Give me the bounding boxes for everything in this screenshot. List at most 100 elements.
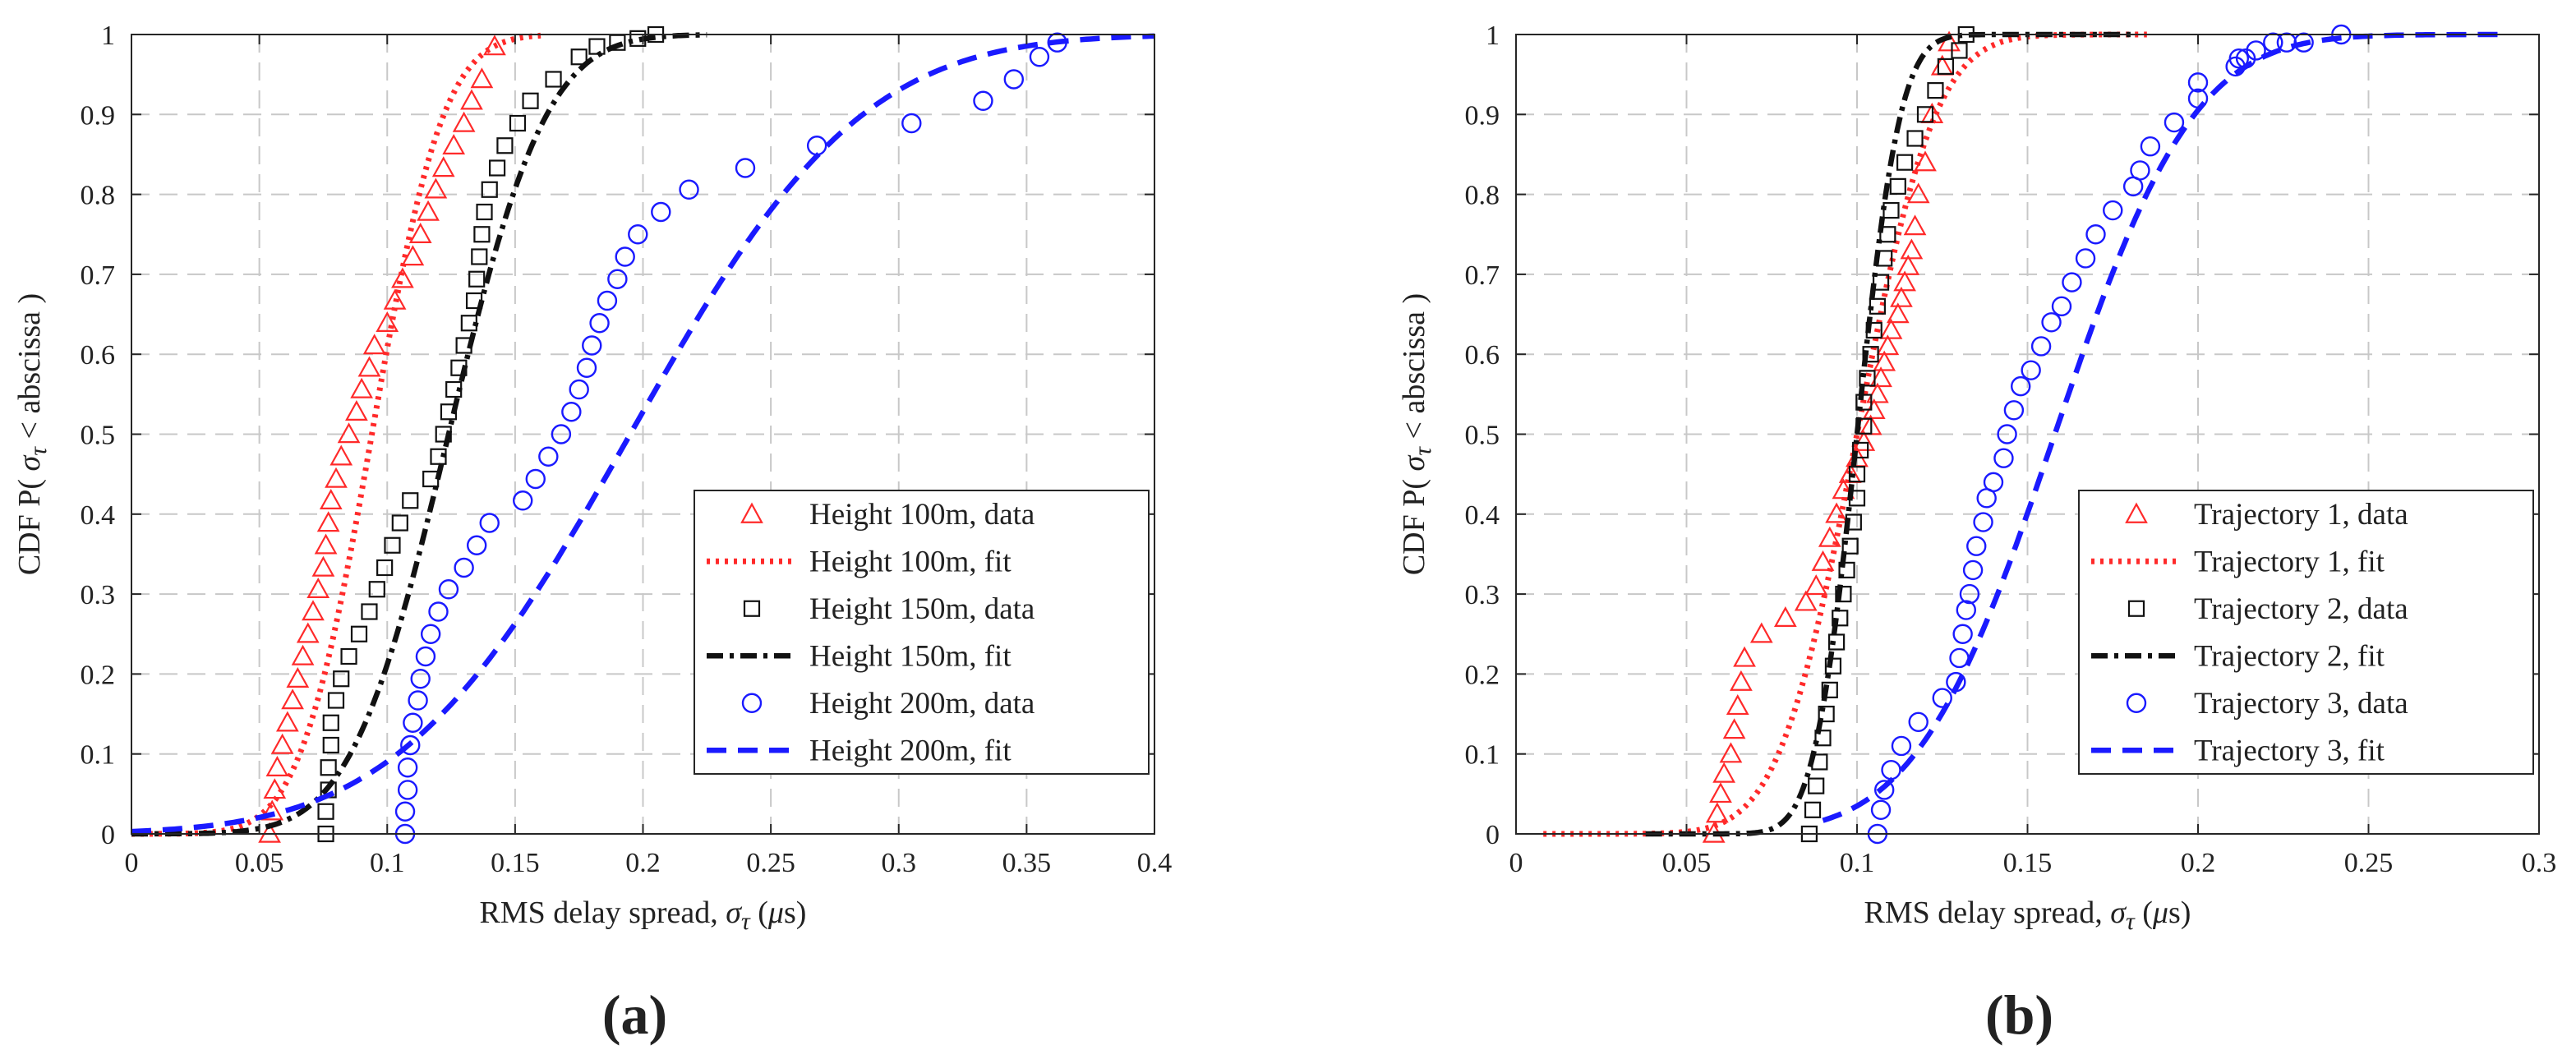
data-point-height-100m-data [483, 35, 506, 56]
data-point-trajectory-2-data [1916, 106, 1934, 123]
data-point-trajectory-2-data [1832, 610, 1849, 627]
data-point-height-200m-data [400, 734, 421, 756]
x-axis-title-part: τ [741, 908, 751, 935]
data-point-height-200m-data [551, 424, 572, 444]
data-point-trajectory-3-data [2130, 160, 2150, 181]
data-point-height-200m-data [415, 646, 436, 667]
x-tick-label: 0.25 [746, 848, 795, 878]
data-point-trajectory-3-data [1993, 448, 2014, 468]
data-point-trajectory-2-data [1852, 441, 1869, 459]
legend-label: Trajectory 2, data [2194, 592, 2408, 626]
data-point-height-200m-data [607, 269, 628, 289]
data-point-height-100m-data [417, 200, 440, 221]
data-point-height-200m-data [397, 757, 418, 778]
y-axis-title-part: CDF P( [12, 471, 47, 575]
data-point-trajectory-2-data [1818, 705, 1835, 723]
legend-label: Trajectory 3, fit [2194, 734, 2385, 767]
data-point-trajectory-3-data [2140, 136, 2161, 157]
y-tick-label: 0 [101, 820, 115, 850]
data-point-height-200m-data [561, 402, 582, 422]
x-axis-title-part: s) [2168, 896, 2191, 930]
y-tick-label: 0.5 [81, 421, 116, 451]
data-point-height-150m-data [522, 92, 539, 109]
x-axis-title-part: τ [2126, 908, 2136, 935]
legend-swatch-triangle [2125, 502, 2148, 523]
data-point-trajectory-3-data [1973, 512, 1993, 532]
legend-box [694, 490, 1150, 775]
legend-label: Height 150m, fit [809, 639, 1012, 673]
data-point-height-100m-data [319, 488, 343, 509]
data-point-height-150m-data [333, 670, 350, 688]
y-axis-title-part: τ [25, 446, 52, 456]
data-point-height-200m-data [735, 158, 756, 178]
data-point-trajectory-2-data [1804, 801, 1822, 818]
data-point-height-150m-data [468, 270, 486, 288]
x-axis-title-part: s) [784, 896, 806, 930]
y-axis-title-part: abscissa ) [1397, 293, 1431, 421]
y-axis-a: 0 0.1 0.2 0.3 0.4 0.5 0.6 0.7 0.8 0.9 1 [81, 21, 1154, 850]
x-axis-title-part: ( [2135, 896, 2153, 930]
data-point-height-150m-data [327, 692, 345, 709]
data-point-height-100m-data [442, 133, 466, 154]
fit-line-height-150m-fit [131, 32, 707, 837]
data-point-height-200m-data [651, 201, 671, 223]
data-point-height-100m-data [286, 666, 310, 688]
data-point-trajectory-3-data [1962, 559, 1984, 581]
y-tick-label: 0.8 [81, 181, 116, 211]
data-point-height-200m-data [466, 535, 487, 555]
x-axis-title-part: ( [750, 896, 768, 930]
legend-b: Trajectory 1, data Trajectory 1, fit Traje… [2078, 490, 2534, 775]
data-point-trajectory-3-data [2164, 112, 2185, 133]
data-point-height-100m-data [302, 600, 325, 621]
data-point-trajectory-3-data [1870, 799, 1892, 821]
data-point-trajectory-1-data [1794, 590, 1818, 611]
data-point-height-200m-data [397, 780, 418, 800]
data-point-height-150m-data [402, 492, 419, 509]
x-axis-title-a: RMS delay spread, στ (μs) [480, 896, 807, 935]
y-tick-label: 0.8 [1465, 181, 1500, 211]
data-point-trajectory-1-data [1825, 502, 1848, 523]
data-point-height-100m-data [431, 156, 455, 177]
data-point-height-200m-data [410, 669, 431, 689]
x-axis-a: 0 0.05 0.1 0.15 0.2 0.25 0.3 0.35 0.4 [125, 35, 1172, 878]
data-point-trajectory-1-data [1869, 366, 1892, 388]
legend-box [2078, 490, 2534, 775]
y-axis-title-part: τ [1409, 446, 1436, 456]
data-point-trajectory-1-data [1733, 646, 1756, 667]
data-point-trajectory-1-data [1879, 318, 1903, 339]
legend-swatch-square [743, 600, 761, 617]
data-point-trajectory-1-data [1906, 182, 1930, 204]
legend-label: Height 100m, data [809, 498, 1035, 532]
y-axis-title-part: < [12, 421, 47, 447]
data-point-height-150m-data [376, 559, 394, 577]
y-tick-label: 0.7 [1465, 260, 1500, 291]
data-point-trajectory-1-data [1873, 350, 1896, 371]
y-tick-label: 1 [101, 21, 115, 51]
data-point-height-150m-data [322, 714, 339, 731]
data-point-height-100m-data [362, 334, 386, 355]
data-point-trajectory-3-data [2293, 32, 2314, 53]
data-point-trajectory-3-data [2103, 200, 2123, 221]
data-point-trajectory-3-data [2062, 272, 2082, 292]
legend-swatch-circle [741, 693, 763, 713]
data-point-trajectory-1-data [1811, 550, 1835, 571]
data-point-height-150m-data [384, 536, 401, 554]
x-axis-title-b: RMS delay spread, στ (μs) [1864, 896, 2191, 935]
x-tick-label: 0.1 [1840, 848, 1875, 878]
data-point-trajectory-3-data [1983, 472, 2004, 493]
legend-label: Height 150m, data [809, 592, 1035, 626]
data-point-trajectory-2-data [1841, 537, 1859, 555]
data-point-height-200m-data [438, 579, 459, 600]
y-tick-label: 0.3 [1465, 580, 1500, 610]
x-axis-title-part: RMS delay spread, [480, 896, 726, 930]
data-point-trajectory-2-data [1896, 154, 1914, 171]
data-point-trajectory-3-data [1932, 688, 1952, 708]
y-axis-b: 0 0.1 0.2 0.3 0.4 0.5 0.6 0.7 0.8 0.9 1 [1465, 21, 2539, 850]
data-point-trajectory-2-data [1835, 585, 1852, 603]
y-tick-label: 0.6 [1465, 340, 1500, 371]
panel-a-chart: 0 0.05 0.1 0.15 0.2 0.25 0.3 0.35 0.400.10.20.30… [12, 21, 1172, 1046]
panel-b-chart: 0 0.05 0.1 0.15 0.2 0.25 0.3 0 0.1 0.2 0.3 0.4 0.5 0.… [1397, 21, 2556, 1046]
data-point-trajectory-1-data [1818, 526, 1841, 547]
data-point-trajectory-1-data [1804, 574, 1828, 596]
x-tick-label: 0.25 [2344, 848, 2394, 878]
